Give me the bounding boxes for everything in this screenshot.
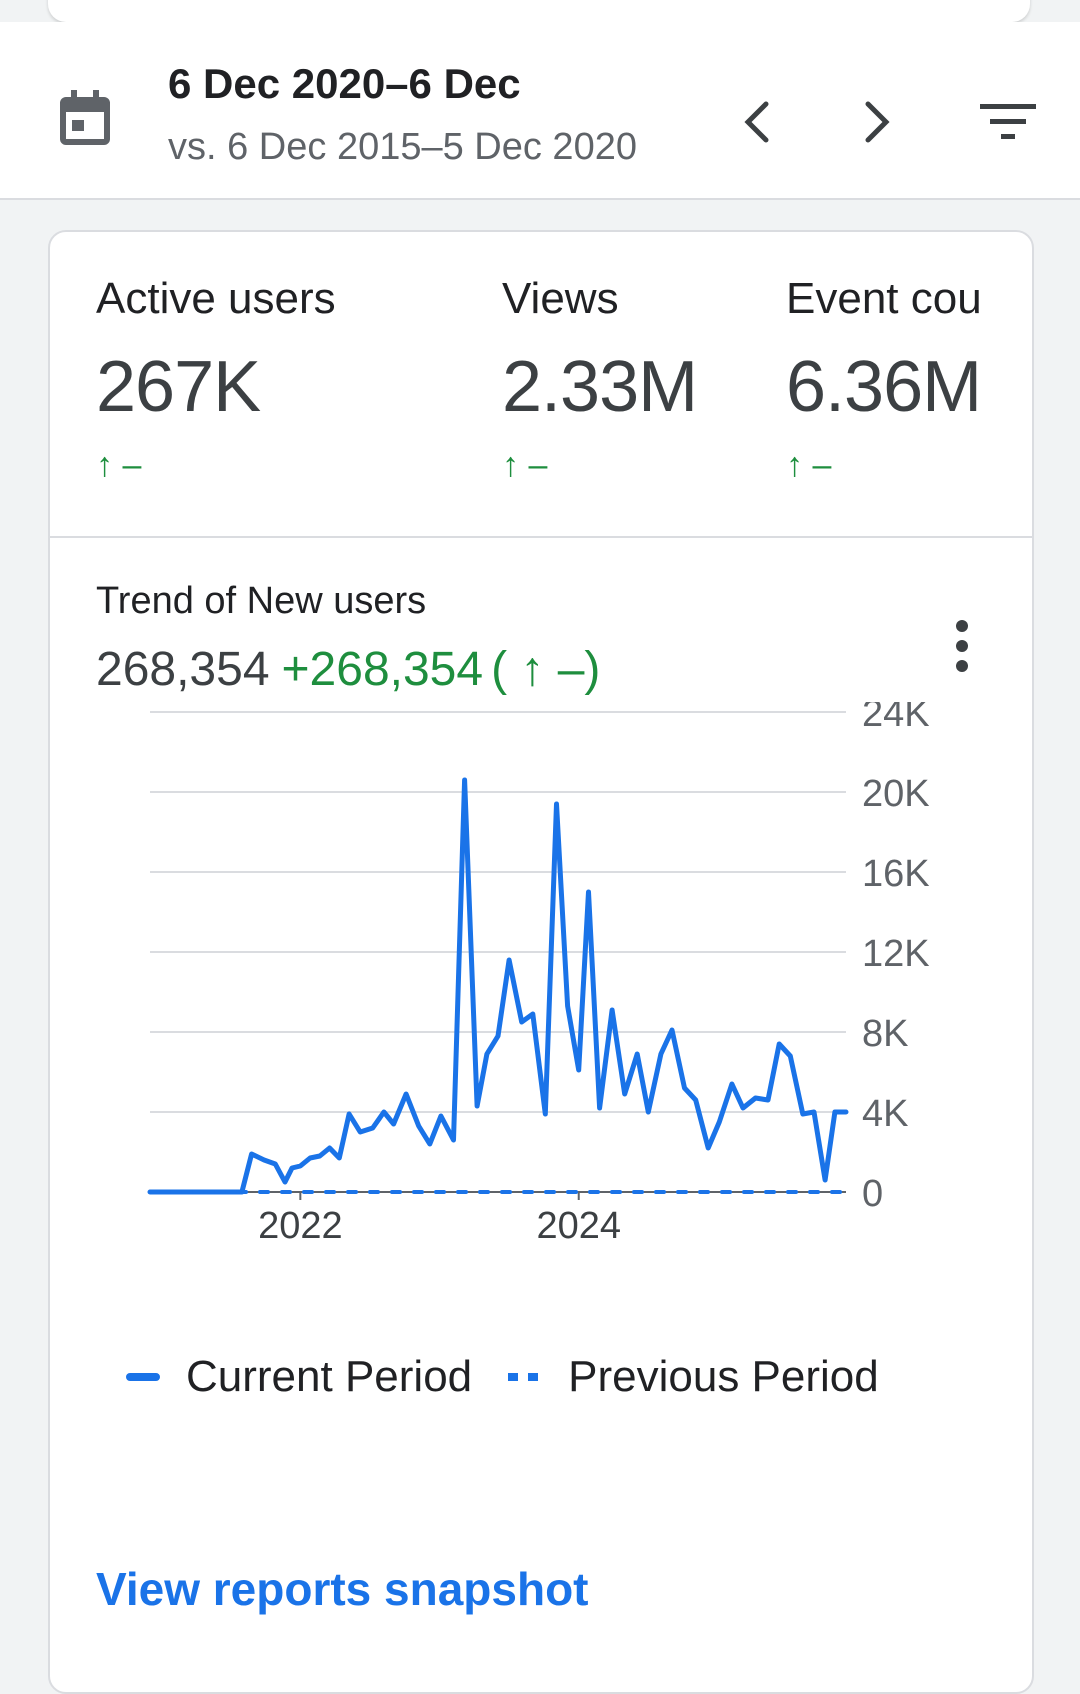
legend-swatch-previous — [508, 1373, 542, 1381]
x-tick-label: 2022 — [258, 1205, 343, 1247]
trend-summary: 268,354 +268,354( ↑ –) — [96, 642, 600, 697]
more-options-button[interactable] — [938, 610, 986, 682]
legend-label-previous: Previous Period — [568, 1352, 879, 1402]
chevron-right-icon — [856, 100, 896, 144]
metric-label: Views — [502, 274, 697, 324]
metric-value: 267K — [96, 346, 336, 428]
y-tick-label: 0 — [862, 1173, 883, 1215]
metric-label: Event cou — [786, 274, 982, 324]
date-range-header: 6 Dec 2020–6 Dec vs. 6 Dec 2015–5 Dec 20… — [0, 22, 1080, 200]
metric-active-users[interactable]: Active users 267K ↑ – — [96, 274, 336, 485]
divider — [50, 536, 1032, 538]
previous-period-button[interactable] — [728, 92, 788, 152]
metric-event-count[interactable]: Event cou 6.36M ↑ – — [786, 274, 982, 485]
more-vert-icon — [954, 620, 970, 672]
legend-swatch-current — [126, 1373, 160, 1381]
trend-delta: +268,354 — [282, 643, 484, 696]
chevron-left-icon — [738, 100, 778, 144]
previous-card-edge — [48, 0, 1030, 22]
filter-icon — [980, 102, 1036, 142]
metric-change: ↑ – — [502, 446, 697, 485]
y-tick-label: 16K — [862, 853, 930, 895]
date-range-title[interactable]: 6 Dec 2020–6 Dec — [168, 60, 521, 108]
metric-change: ↑ – — [96, 446, 336, 485]
comparison-range: vs. 6 Dec 2015–5 Dec 2020 — [168, 126, 637, 169]
x-tick-label: 2024 — [536, 1205, 621, 1247]
metric-value: 2.33M — [502, 346, 697, 428]
y-tick-label: 24K — [862, 702, 930, 735]
y-tick-label: 8K — [862, 1013, 908, 1055]
metric-views[interactable]: Views 2.33M ↑ – — [502, 274, 697, 485]
next-period-button[interactable] — [846, 92, 906, 152]
chart-legend: Current Period Previous Period — [126, 1352, 879, 1402]
series-line-current-period — [150, 780, 846, 1192]
metric-label: Active users — [96, 274, 336, 324]
trend-percent-change: ( ↑ –) — [491, 643, 600, 696]
metric-change: ↑ – — [786, 446, 982, 485]
filter-button[interactable] — [972, 92, 1044, 152]
y-tick-label: 20K — [862, 773, 930, 815]
y-tick-label: 12K — [862, 933, 930, 975]
legend-label-current: Current Period — [186, 1352, 472, 1402]
trend-total: 268,354 — [96, 643, 270, 696]
calendar-icon[interactable] — [60, 86, 110, 146]
y-tick-label: 4K — [862, 1093, 908, 1135]
metric-value: 6.36M — [786, 346, 982, 428]
view-reports-snapshot-link[interactable]: View reports snapshot — [96, 1562, 589, 1616]
new-users-line-chart: 0 4K 8K 12K 16K 20K 24K 2022 2024 — [50, 702, 1032, 1352]
trend-title: Trend of New users — [96, 580, 426, 623]
overview-card: Active users 267K ↑ – Views 2.33M ↑ – Ev… — [48, 230, 1034, 1694]
